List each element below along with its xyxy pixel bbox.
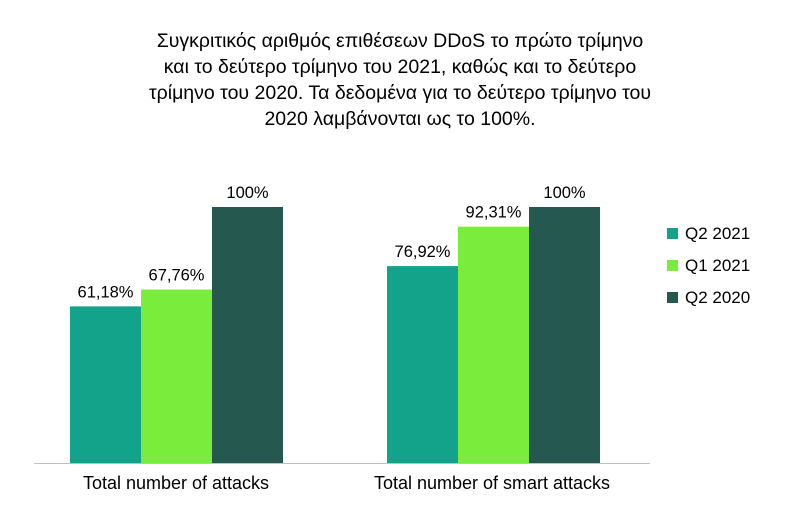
title-line: Συγκριτικός αριθμός επιθέσεων DDoS το πρ… (156, 30, 644, 52)
chart-title: Συγκριτικός αριθμός επιθέσεων DDoS το πρ… (60, 28, 740, 132)
data-label: 67,76% (149, 267, 205, 285)
bar (458, 226, 529, 463)
data-label: 76,92% (395, 243, 451, 261)
title-line: 2020 λαμβάνονται ως το 100%. (264, 108, 536, 130)
data-label: 100% (226, 184, 269, 202)
data-label: 61,18% (78, 283, 134, 301)
bar (212, 207, 283, 463)
data-label: 92,31% (466, 204, 522, 222)
legend-swatch (667, 292, 678, 303)
plot-area: 61,18% 67,76% 100% Total number of attacks 7… (70, 184, 610, 493)
legend-label: Q2 2020 (685, 288, 750, 307)
legend-swatch (667, 228, 678, 239)
legend-label: Q1 2021 (685, 256, 750, 275)
title-line: και το δεύτερο τρίμηνο του 2021, καθώς κ… (163, 56, 637, 78)
bar (141, 289, 212, 463)
category-label: Total number of attacks (83, 473, 269, 493)
legend-swatch (667, 260, 678, 271)
data-label: 100% (543, 184, 586, 202)
bar (387, 266, 458, 463)
bar (529, 207, 600, 463)
legend: Q2 2021 Q1 2021 Q2 2020 (667, 224, 750, 307)
bar (70, 306, 141, 463)
legend-label: Q2 2021 (685, 224, 750, 243)
category-label: Total number of smart attacks (374, 473, 610, 493)
title-line: τρίμηνο του 2020. Τα δεδομένα για το δεύ… (148, 82, 652, 104)
